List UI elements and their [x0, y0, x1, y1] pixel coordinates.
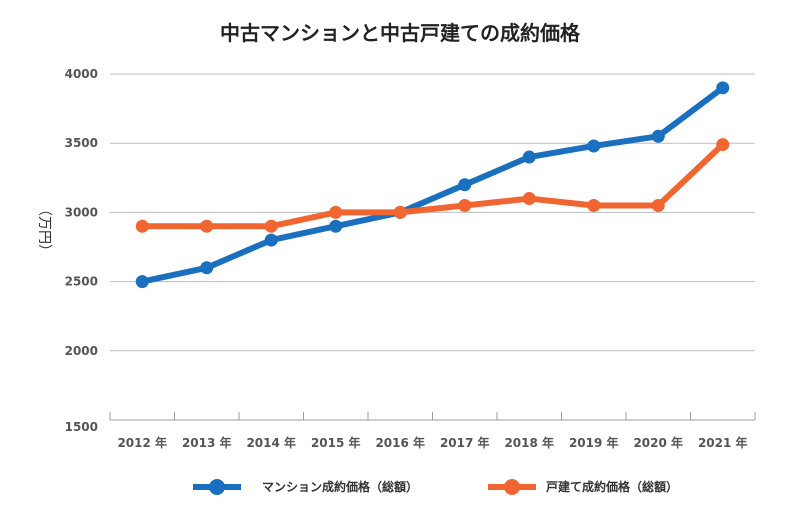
y-tick-labels: 1500 2000 2500 3000 3500 4000: [65, 67, 98, 434]
data-point: [329, 205, 343, 219]
data-point: [135, 275, 149, 289]
legend-label: 戸建て成約価格（総額）: [546, 479, 678, 494]
y-tick-label: 2000: [65, 344, 98, 358]
data-point: [522, 192, 536, 206]
data-point: [393, 205, 407, 219]
series-line: [139, 141, 726, 230]
x-tick-label: 2015 年: [311, 435, 361, 450]
series-1: [135, 81, 730, 289]
x-tick-label: 2012 年: [117, 435, 167, 450]
x-tick-label: 2017 年: [440, 435, 490, 450]
data-point: [264, 219, 278, 233]
legend-item: マンション成約価格（総額）: [193, 479, 418, 495]
data-point: [651, 129, 665, 143]
y-tick-label: 2500: [65, 275, 98, 289]
data-point: [458, 198, 472, 212]
series-lines: [135, 81, 730, 289]
y-axis-label: （万円）: [36, 202, 52, 258]
data-point: [200, 261, 214, 275]
legend-item: 戸建て成約価格（総額）: [488, 479, 678, 495]
data-point: [329, 219, 343, 233]
grid-lines: [110, 73, 755, 352]
data-point: [587, 139, 601, 153]
x-tick-label: 2016 年: [375, 435, 425, 450]
data-point: [587, 198, 601, 212]
x-tick-label: 2021 年: [698, 435, 748, 450]
x-tick-label: 2019 年: [569, 435, 619, 450]
legend: マンション成約価格（総額） 戸建て成約価格（総額）: [193, 479, 678, 495]
data-point: [200, 219, 214, 233]
data-point: [264, 233, 278, 247]
data-point: [651, 198, 665, 212]
y-tick-label: 1500: [65, 420, 98, 434]
y-tick-label: 4000: [65, 67, 98, 81]
x-axis: 2012 年 2013 年 2014 年 2015 年 2016 年 2017 年 2018…: [109, 412, 756, 450]
y-tick-label: 3500: [65, 136, 98, 150]
series-line: [139, 84, 726, 285]
x-tick-label: 2020 年: [633, 435, 683, 450]
data-point: [135, 219, 149, 233]
chart-title: 中古マンションと中古戸建ての成約価格: [220, 21, 581, 45]
x-tick-label: 2014 年: [246, 435, 296, 450]
x-tick-label: 2018 年: [504, 435, 554, 450]
y-tick-label: 3000: [65, 205, 98, 219]
legend-marker: [504, 479, 520, 495]
series-2: [135, 138, 730, 233]
x-tick-label: 2013 年: [182, 435, 232, 450]
legend-marker: [209, 479, 225, 495]
data-point: [458, 178, 472, 192]
data-point: [716, 81, 730, 95]
data-point: [522, 150, 536, 164]
legend-label: マンション成約価格（総額）: [262, 479, 418, 494]
data-point: [716, 138, 730, 152]
